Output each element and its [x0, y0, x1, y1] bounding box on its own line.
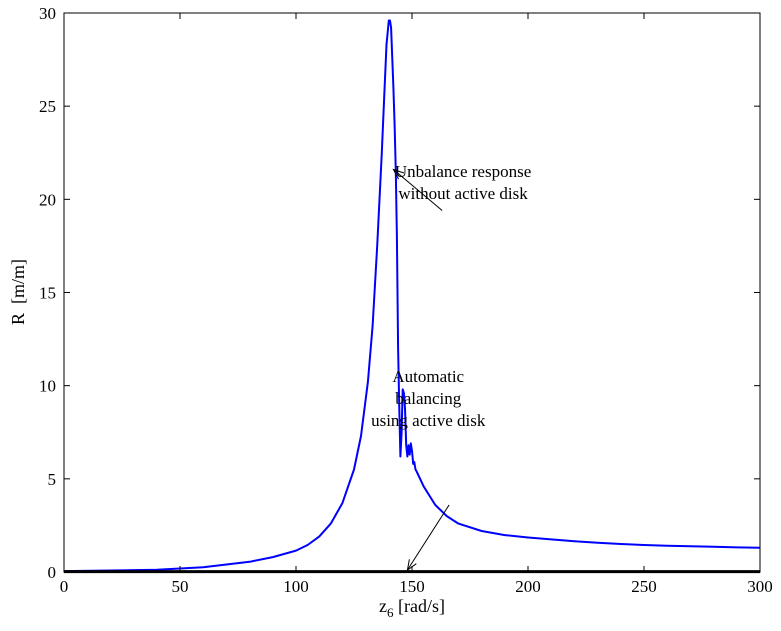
y-tick-label: 10: [39, 377, 56, 396]
x-tick-label: 200: [515, 577, 541, 596]
y-axis-label: R [m/m]: [8, 259, 28, 325]
y-tick-label: 30: [39, 4, 56, 23]
arrow-head-icon: [406, 559, 417, 572]
series-line-1: [63, 19, 761, 573]
annotation-line: Unbalance response: [395, 162, 531, 181]
annotation-text-1: Unbalance response without active disk: [395, 162, 531, 203]
annotation-line: balancing: [395, 389, 462, 408]
y-tick-label: 15: [39, 284, 56, 303]
annotation-line: using active disk: [371, 411, 486, 430]
x-axis-label: z6 [rad/s]: [379, 596, 445, 620]
annotation-text-2: Automatic balancing using active disk: [371, 367, 486, 430]
y-tick-label: 25: [39, 97, 56, 116]
x-tick-label: 300: [747, 577, 773, 596]
annotations-layer: Unbalance response without active disk Aut…: [371, 162, 531, 572]
x-tick-label: 100: [283, 577, 309, 596]
x-axis-label-unit: [rad/s]: [394, 596, 445, 616]
x-tick-label: 50: [172, 577, 189, 596]
x-axis-label-main: z: [379, 596, 387, 616]
plot-area: [64, 13, 760, 572]
ticks-layer: 0 50 100 150 200 250 300 0 5 10 15 20 25 30: [39, 4, 773, 596]
x-tick-label: 250: [631, 577, 657, 596]
annotation-line: without active disk: [398, 184, 528, 203]
x-axis-label-subscript: 6: [387, 605, 394, 620]
annotation-arrow-line: [406, 504, 450, 571]
annotation-arrow-line: [393, 169, 443, 211]
y-tick-label: 20: [39, 190, 56, 209]
annotation-line: Automatic: [392, 367, 464, 386]
y-tick-label: 0: [48, 563, 57, 582]
y-tick-label: 5: [48, 470, 57, 489]
x-tick-label: 150: [399, 577, 425, 596]
arrow-head-icon: [392, 168, 405, 180]
x-tick-label: 0: [60, 577, 69, 596]
